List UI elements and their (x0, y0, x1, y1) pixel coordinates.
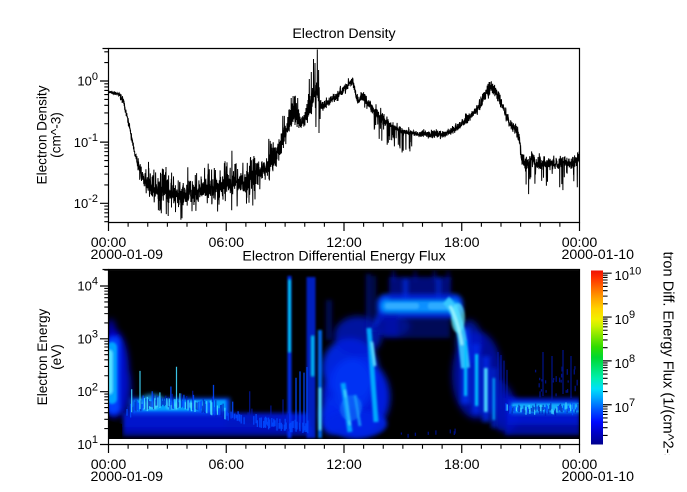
svg-text:10-1: 10-1 (74, 132, 98, 150)
svg-text:18:00: 18:00 (444, 457, 480, 473)
svg-text:2000-01-09: 2000-01-09 (91, 469, 164, 485)
svg-text:103: 103 (77, 329, 98, 347)
svg-text:12:00: 12:00 (326, 457, 362, 473)
svg-text:101: 101 (77, 434, 98, 452)
svg-text:00:00: 00:00 (562, 457, 598, 473)
svg-text:104: 104 (77, 276, 98, 294)
svg-text:1010: 1010 (615, 265, 642, 283)
svg-text:100: 100 (77, 71, 98, 89)
svg-text:108: 108 (615, 353, 636, 371)
svg-text:00:00: 00:00 (91, 457, 127, 473)
svg-text:2000-01-10: 2000-01-10 (562, 469, 635, 485)
svg-text:102: 102 (77, 381, 98, 399)
svg-text:Electron Energy: Electron Energy (35, 308, 50, 405)
svg-text:12:00: 12:00 (326, 235, 362, 251)
svg-text:107: 107 (615, 397, 636, 415)
svg-text:10-2: 10-2 (74, 193, 98, 211)
svg-text:06:00: 06:00 (208, 235, 244, 251)
svg-text:00:00: 00:00 (91, 235, 127, 251)
svg-text:06:00: 06:00 (208, 457, 244, 473)
svg-text:18:00: 18:00 (444, 235, 480, 251)
svg-text:2000-01-10: 2000-01-10 (562, 247, 635, 263)
svg-text:00:00: 00:00 (562, 235, 598, 251)
svg-text:(cm^-3): (cm^-3) (49, 112, 64, 158)
svg-text:Electron Density: Electron Density (292, 26, 396, 42)
svg-text:Electron Differential Energy F: Electron Differential Energy Flux (242, 248, 445, 264)
svg-text:109: 109 (615, 309, 636, 327)
svg-text:2000-01-09: 2000-01-09 (91, 247, 164, 263)
svg-text:(eV): (eV) (49, 344, 64, 370)
svg-text:Electron Density: Electron Density (35, 85, 50, 184)
svg-text:Electron Diff. Energy Flux (1/: Electron Diff. Energy Flux (1/(cm^2-s-sr… (660, 223, 676, 492)
